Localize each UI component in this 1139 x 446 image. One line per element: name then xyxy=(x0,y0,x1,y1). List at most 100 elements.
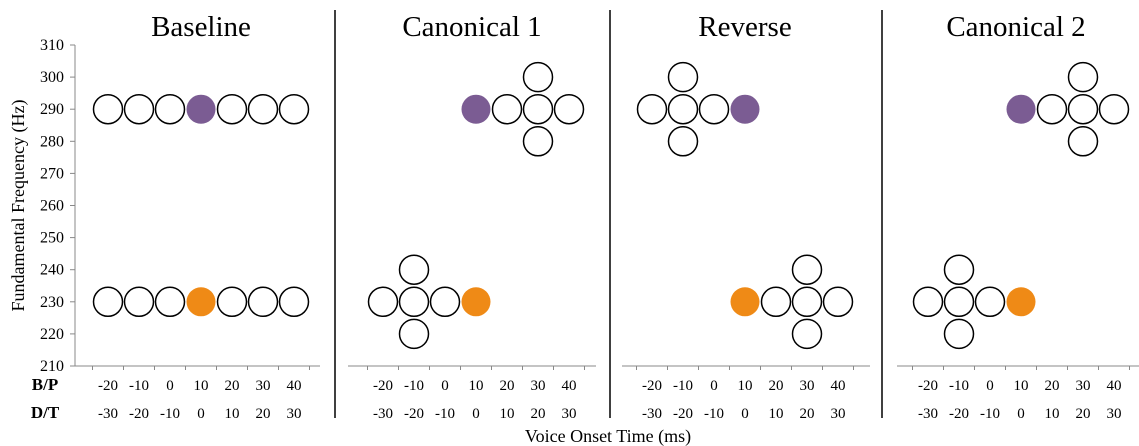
row-label-bp: B/P xyxy=(32,375,58,394)
x-tick-label-bp: 20 xyxy=(769,378,784,394)
x-tick-label-bp: 30 xyxy=(531,378,546,394)
y-tick-label: 300 xyxy=(40,69,64,86)
data-point-open xyxy=(943,286,975,318)
data-point-open xyxy=(912,286,944,318)
data-point-open xyxy=(247,93,279,125)
data-point-orange xyxy=(461,287,491,317)
panel-title: Canonical 1 xyxy=(402,11,541,43)
data-point-open xyxy=(636,93,668,125)
data-point-open xyxy=(92,93,124,125)
data-point-open xyxy=(154,286,186,318)
data-point-open xyxy=(1036,93,1068,125)
panel-title: Baseline xyxy=(151,11,251,43)
x-tick-label-dt: 0 xyxy=(197,406,205,422)
y-tick-label: 240 xyxy=(40,262,64,279)
data-point-open xyxy=(760,286,792,318)
x-tick-label-dt: -30 xyxy=(642,406,662,422)
data-point-open xyxy=(123,286,155,318)
x-tick-label-dt: 0 xyxy=(472,406,480,422)
x-tick-label-dt: 30 xyxy=(287,406,302,422)
panel-title: Reverse xyxy=(698,11,791,43)
data-point-open xyxy=(92,286,124,318)
data-point-orange xyxy=(730,287,760,317)
x-tick-label-dt: -10 xyxy=(980,406,1000,422)
data-point-open xyxy=(154,93,186,125)
x-tick-label-bp: 20 xyxy=(225,378,240,394)
data-point-open xyxy=(398,254,430,285)
data-point-open xyxy=(1098,93,1130,125)
x-tick-label-bp: 30 xyxy=(1076,378,1091,394)
y-tick-label: 310 xyxy=(40,37,64,54)
x-tick-label-bp: 0 xyxy=(710,378,718,394)
x-tick-label-dt: 10 xyxy=(1045,406,1060,422)
x-tick-label-bp: 10 xyxy=(469,378,484,394)
data-point-open xyxy=(522,93,554,125)
y-tick-label: 260 xyxy=(40,198,64,215)
data-point-open xyxy=(791,318,823,350)
x-tick-label-bp: 40 xyxy=(562,378,577,394)
y-tick-label: 290 xyxy=(40,101,64,118)
data-point-open xyxy=(667,61,699,93)
data-point-open xyxy=(247,286,279,318)
data-point-open xyxy=(398,286,430,318)
data-point-orange xyxy=(1006,287,1036,317)
data-point-open xyxy=(667,93,699,125)
x-tick-label-dt: -20 xyxy=(129,406,149,422)
data-point-purple xyxy=(186,94,216,124)
x-tick-label-dt: 20 xyxy=(531,406,546,422)
text-layer: 210220230240250260270280290300310Fundame… xyxy=(8,11,1122,446)
row-label-dt: D/T xyxy=(31,403,60,422)
data-point-open xyxy=(1067,126,1099,157)
data-point-open xyxy=(974,286,1006,318)
data-point-open xyxy=(429,286,461,318)
x-tick-label-bp: 0 xyxy=(441,378,449,394)
data-point-open xyxy=(553,93,585,125)
x-tick-label-bp: -10 xyxy=(673,378,693,394)
x-tick-label-dt: 10 xyxy=(769,406,784,422)
y-tick-label: 210 xyxy=(40,358,64,375)
x-axis-label: Voice Onset Time (ms) xyxy=(525,426,691,446)
x-tick-label-bp: 40 xyxy=(831,378,846,394)
x-tick-label-bp: -20 xyxy=(373,378,393,394)
x-tick-label-dt: 20 xyxy=(256,406,271,422)
x-tick-label-bp: -10 xyxy=(404,378,424,394)
x-tick-label-bp: 30 xyxy=(256,378,271,394)
x-tick-label-bp: 0 xyxy=(986,378,994,394)
x-tick-label-dt: 10 xyxy=(500,406,515,422)
y-tick-label: 230 xyxy=(40,294,64,311)
x-tick-label-bp: 10 xyxy=(194,378,209,394)
x-tick-label-dt: -30 xyxy=(373,406,393,422)
x-tick-label-dt: 10 xyxy=(225,406,240,422)
data-point-purple xyxy=(730,94,760,124)
data-point-open xyxy=(1067,61,1099,93)
data-point-open xyxy=(216,286,248,318)
marks-layer xyxy=(92,61,1130,350)
x-tick-label-dt: -20 xyxy=(404,406,424,422)
y-tick-label: 250 xyxy=(40,230,64,247)
x-tick-label-dt: 30 xyxy=(562,406,577,422)
data-point-open xyxy=(791,254,823,285)
data-point-open xyxy=(491,93,523,125)
x-tick-label-bp: 10 xyxy=(738,378,753,394)
data-point-open xyxy=(943,318,975,350)
data-point-open xyxy=(667,126,699,157)
data-point-open xyxy=(822,286,854,318)
x-tick-label-dt: 20 xyxy=(1076,406,1091,422)
x-tick-label-dt: 0 xyxy=(1017,406,1025,422)
data-point-open xyxy=(791,286,823,318)
x-tick-label-bp: 0 xyxy=(166,378,174,394)
data-point-purple xyxy=(1006,94,1036,124)
data-point-open xyxy=(278,286,310,318)
data-point-purple xyxy=(461,94,491,124)
data-point-open xyxy=(1067,93,1099,125)
data-point-open xyxy=(698,93,730,125)
data-point-open xyxy=(522,61,554,93)
x-tick-label-bp: -10 xyxy=(129,378,149,394)
data-point-open xyxy=(123,93,155,125)
x-tick-label-dt: 30 xyxy=(831,406,846,422)
x-tick-label-bp: 10 xyxy=(1014,378,1029,394)
y-axis-label: Fundamental Frequency (Hz) xyxy=(8,100,29,312)
x-tick-label-bp: 40 xyxy=(1107,378,1122,394)
x-tick-label-bp: -20 xyxy=(642,378,662,394)
